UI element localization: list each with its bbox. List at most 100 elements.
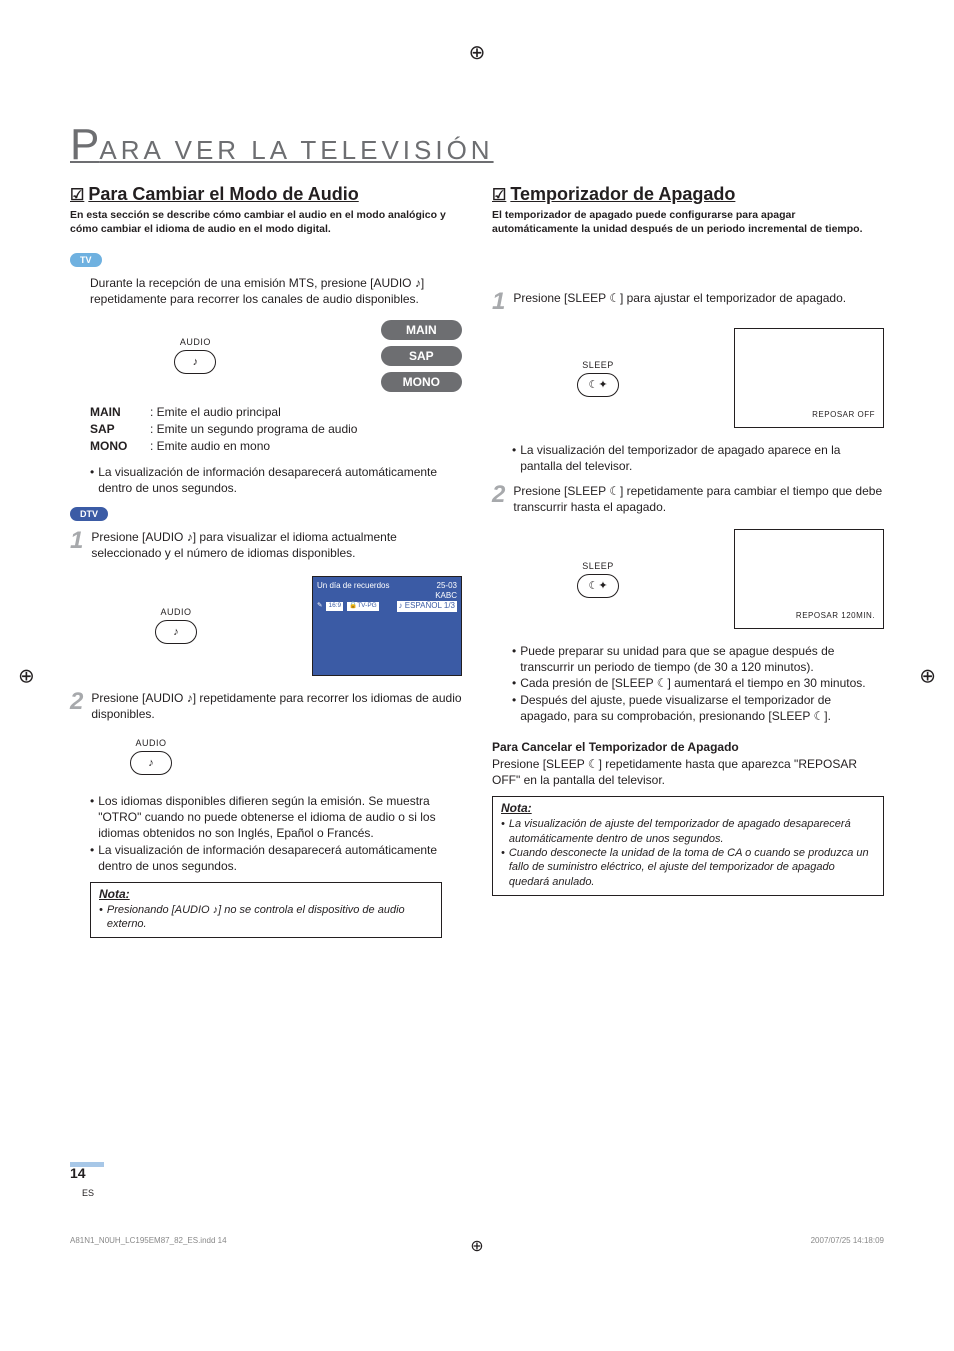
rating-badge: 🔒TV-PG: [347, 602, 379, 610]
crop-mark-right: ⊕: [919, 663, 936, 688]
remote-btn-audio-oval: ♪: [174, 350, 216, 374]
mode-pill-main: MAIN: [381, 320, 462, 340]
remote-btn-audio-1: AUDIO ♪: [174, 337, 216, 374]
columns: ☑Para Cambiar el Modo de Audio En esta s…: [70, 184, 884, 938]
nota-text: La visualización de ajuste del temporiza…: [501, 817, 875, 888]
step-number-1: 1: [492, 290, 505, 314]
mode-pill-mono: MONO: [381, 372, 462, 392]
definitions: MAIN: Emite el audio principal SAP: Emit…: [90, 404, 462, 456]
nota-item: Cuando desconecte la unidad de la toma d…: [501, 846, 875, 889]
remote-btn-audio-oval: ♪: [155, 620, 197, 644]
def-row: MONO: Emite audio en mono: [90, 438, 462, 455]
tv-bar-left: ✎ 16:9 🔒TV-PG: [317, 601, 379, 611]
def-desc: : Emite el audio principal: [150, 405, 281, 419]
remote-btn-audio-label: AUDIO: [155, 607, 197, 617]
check-icon: ☑: [492, 187, 506, 204]
row-screen-sleep-1: SLEEP ☾✦ REPOSAR OFF: [492, 328, 884, 428]
dtv-bullets: Los idiomas disponibles difieren según l…: [90, 793, 462, 874]
row-screen-blue: AUDIO ♪ Un día de recuerdos 25-03 KABC: [70, 576, 462, 676]
step-2-body-right: Presione [SLEEP ☾] repetidamente para ca…: [513, 483, 884, 515]
bullet-item: Cada presión de [SLEEP ☾] aumentará el t…: [512, 675, 884, 691]
def-term: SAP: [90, 421, 150, 438]
step-2-right: 2 Presione [SLEEP ☾] repetidamente para …: [492, 483, 884, 515]
bullet-text: La visualización de información desapare…: [98, 464, 462, 496]
chapter-initial: P: [70, 120, 99, 169]
remote-btn-audio-2: AUDIO ♪: [155, 607, 197, 644]
remote-btn-sleep-label: SLEEP: [577, 360, 619, 370]
tv-call: KABC: [435, 591, 457, 601]
tv-ch: 25-03: [437, 581, 457, 591]
nota-item-text: Cuando desconecte la unidad de la toma d…: [509, 846, 875, 889]
tv-body-text: Durante la recepción de una emisión MTS,…: [90, 275, 462, 307]
heading-sleep-text: Temporizador de Apagado: [510, 184, 735, 204]
step-number-2: 2: [492, 483, 505, 507]
chapter-rest: ARA VER LA TELEVISIÓN: [99, 135, 493, 165]
def-desc: : Emite un segundo programa de audio: [150, 422, 357, 436]
note-icon: ♪: [173, 626, 179, 638]
step-1-right: 1 Presione [SLEEP ☾] para ajustar el tem…: [492, 290, 884, 314]
remote-btn-sleep-1: SLEEP ☾✦: [577, 360, 619, 397]
tv-bullet: La visualización de información desapare…: [90, 464, 462, 496]
crop-mark-left: ⊕: [18, 663, 35, 688]
remote-btn-sleep-label: SLEEP: [577, 561, 619, 571]
footer: A81N1_N0UH_LC195EM87_82_ES.indd 14 ⊕ 200…: [70, 1235, 884, 1245]
mode-pills: MAIN SAP MONO: [381, 320, 462, 392]
chapter-title: PARA VER LA TELEVISIÓN: [70, 120, 884, 170]
bullet-text: Después del ajuste, puede visualizarse e…: [520, 692, 884, 724]
intro-audio: En esta sección se describe cómo cambiar…: [70, 209, 462, 236]
page-number-block: 14 ES: [70, 1162, 104, 1201]
heading-audio-text: Para Cambiar el Modo de Audio: [88, 184, 358, 204]
footer-left: A81N1_N0UH_LC195EM87_82_ES.indd 14: [70, 1236, 227, 1245]
heading-sleep: ☑Temporizador de Apagado: [492, 184, 884, 205]
intro-sleep: El temporizador de apagado puede configu…: [492, 209, 884, 236]
screen-text-120: REPOSAR 120MIN.: [796, 611, 875, 620]
aspect-badge: 16:9: [326, 602, 343, 610]
sleep-bullets-2: Puede preparar su unidad para que se apa…: [512, 643, 884, 724]
remote-btn-audio-label: AUDIO: [130, 738, 172, 748]
step-2-left: 2 Presione [AUDIO ♪] repetidamente para …: [70, 690, 462, 722]
nota-title: Nota:: [501, 801, 875, 815]
tv-title: Un día de recuerdos: [317, 581, 390, 591]
remote-btn-sleep-oval: ☾✦: [577, 574, 619, 598]
remote-btn-audio-label: AUDIO: [174, 337, 216, 347]
moon-icon: ☾✦: [588, 378, 607, 391]
page-lang: ES: [82, 1188, 94, 1198]
row-screen-sleep-2: SLEEP ☾✦ REPOSAR 120MIN.: [492, 529, 884, 629]
def-row: MAIN: Emite el audio principal: [90, 404, 462, 421]
remote-btn-sleep-oval: ☾✦: [577, 373, 619, 397]
nota-box-left: Nota: Presionando [AUDIO ♪] no se contro…: [90, 882, 442, 939]
nota-item: Presionando [AUDIO ♪] no se controla el …: [99, 903, 433, 932]
cancel-heading: Para Cancelar el Temporizador de Apagado: [492, 740, 884, 754]
tv-screen-off: REPOSAR OFF: [734, 328, 884, 428]
def-term: MAIN: [90, 404, 150, 421]
bullet-item: Después del ajuste, puede visualizarse e…: [512, 692, 884, 724]
nota-title: Nota:: [99, 887, 433, 901]
tv-row-2: KABC: [317, 591, 457, 601]
tv-row-1: Un día de recuerdos 25-03: [317, 581, 457, 591]
tv-screen-text: Un día de recuerdos 25-03 KABC ✎ 16:9 🔒T…: [313, 577, 461, 616]
cancel-body: Presione [SLEEP ☾] repetidamente hasta q…: [492, 756, 884, 788]
bullet-text: Cada presión de [SLEEP ☾] aumentará el t…: [520, 675, 865, 691]
def-term: MONO: [90, 438, 150, 455]
note-icon: ♪: [193, 356, 199, 368]
step-number-1: 1: [70, 529, 83, 553]
bullet-item: La visualización de información desapare…: [90, 842, 462, 874]
mode-pill-sap: SAP: [381, 346, 462, 366]
bullet-item: Puede preparar su unidad para que se apa…: [512, 643, 884, 675]
remote-btn-wrapper: AUDIO ♪: [130, 728, 462, 785]
remote-btn-sleep-2: SLEEP ☾✦: [577, 561, 619, 598]
crop-mark-top: ⊕: [469, 40, 486, 65]
pencil-icon: ✎: [317, 602, 322, 610]
audio-diagram: AUDIO ♪ MAIN SAP MONO: [70, 320, 462, 392]
remote-btn-audio-oval: ♪: [130, 751, 172, 775]
nota-item: La visualización de ajuste del temporiza…: [501, 817, 875, 846]
heading-audio-mode: ☑Para Cambiar el Modo de Audio: [70, 184, 462, 205]
check-icon: ☑: [70, 187, 84, 204]
def-row: SAP: Emite un segundo programa de audio: [90, 421, 462, 438]
tv-screen-120: REPOSAR 120MIN.: [734, 529, 884, 629]
step-1-left: 1 Presione [AUDIO ♪] para visualizar el …: [70, 529, 462, 561]
pill-tv: TV: [70, 253, 102, 267]
step-number-2: 2: [70, 690, 83, 714]
bullet-text: Los idiomas disponibles difieren según l…: [98, 793, 462, 842]
step-1-body: Presione [AUDIO ♪] para visualizar el id…: [91, 529, 462, 561]
